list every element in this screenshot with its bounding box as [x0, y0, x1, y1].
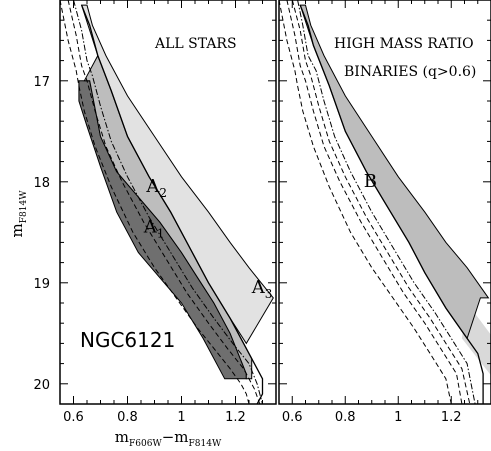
y-tick-label: 20	[33, 378, 50, 393]
region-label-a3: A3	[251, 277, 273, 301]
region-label-a1: A1	[143, 216, 165, 240]
y-tick-label: 18	[33, 176, 50, 191]
sequence-line-dashed	[67, 0, 261, 404]
sequence-line-solid	[299, 4, 484, 404]
y-axis-label: mF814W	[8, 190, 29, 238]
panel-title: HIGH MASS RATIO	[334, 36, 474, 52]
region-b	[299, 4, 490, 340]
x-tick-label: 0.6	[63, 410, 84, 425]
x-tick-label: 0.8	[335, 410, 356, 425]
panel-high-mass-ratio-binaries: B 0.6 0.8 1 1.2 HIGH MASS RATIO BINARIES (q>0.…	[278, 0, 491, 425]
panel-subtitle: BINARIES (q>0.6)	[344, 64, 476, 80]
cluster-name: NGC6121	[80, 328, 175, 352]
x-tick-label: 1	[177, 410, 185, 425]
sequence-line-dashed	[279, 0, 452, 404]
plot-area	[279, 0, 491, 404]
y-tick-label: 17	[33, 75, 50, 90]
sequence-line-dashed	[286, 0, 463, 404]
x-tick-label: 0.6	[282, 410, 303, 425]
x-tick-label: 0.8	[117, 410, 138, 425]
region-label-a2: A2	[145, 176, 167, 200]
panel-title: ALL STARS	[154, 36, 237, 52]
x-tick-label: 1	[394, 410, 402, 425]
plot-area	[60, 0, 274, 404]
sequence-line-dashdot	[73, 0, 263, 404]
sequence-line-solid	[80, 4, 264, 404]
sequence-line-dashed	[291, 0, 471, 404]
panel-all-stars: A1 A2 A3 0.6 0.8 1 1.2 17 18 19 20 ALL STARS NGC6121…	[8, 0, 277, 449]
x-axis-label: mF606W−mF814W	[115, 428, 222, 449]
sequence-line-dashed	[60, 0, 250, 404]
y-tick-label: 19	[33, 277, 50, 292]
x-tick-label: 1.2	[225, 410, 246, 425]
region-label-b: B	[364, 171, 377, 192]
x-tick-label: 1.2	[441, 410, 462, 425]
sequence-line-dashdot	[297, 0, 476, 404]
